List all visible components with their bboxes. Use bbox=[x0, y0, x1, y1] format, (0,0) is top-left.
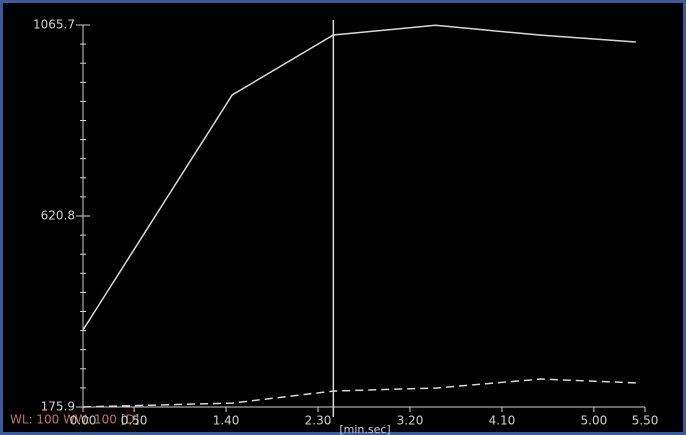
solid-curve bbox=[82, 24, 636, 331]
y-tick-label: 175.9 bbox=[41, 400, 75, 414]
x-tick-label: 3.20 bbox=[397, 414, 424, 428]
x-tick-label: 5.50 bbox=[632, 414, 659, 428]
x-tick-label: 1.40 bbox=[213, 414, 240, 428]
x-tick-label: 4.10 bbox=[489, 414, 516, 428]
window-level: WL: 100 WW: 100 [D] bbox=[10, 413, 139, 427]
y-tick-label: 1065.7 bbox=[33, 18, 75, 32]
dashed-curve bbox=[82, 378, 636, 408]
y-tick-label: 620.8 bbox=[41, 209, 75, 223]
x-tick-label: 0.50 bbox=[121, 414, 148, 428]
x-tick-label: 0.00 bbox=[70, 414, 97, 428]
x-tick-label: 5.00 bbox=[581, 414, 608, 428]
x-axis-label: [min.sec] bbox=[339, 423, 390, 435]
x-tick-label: 2.30 bbox=[305, 414, 332, 428]
